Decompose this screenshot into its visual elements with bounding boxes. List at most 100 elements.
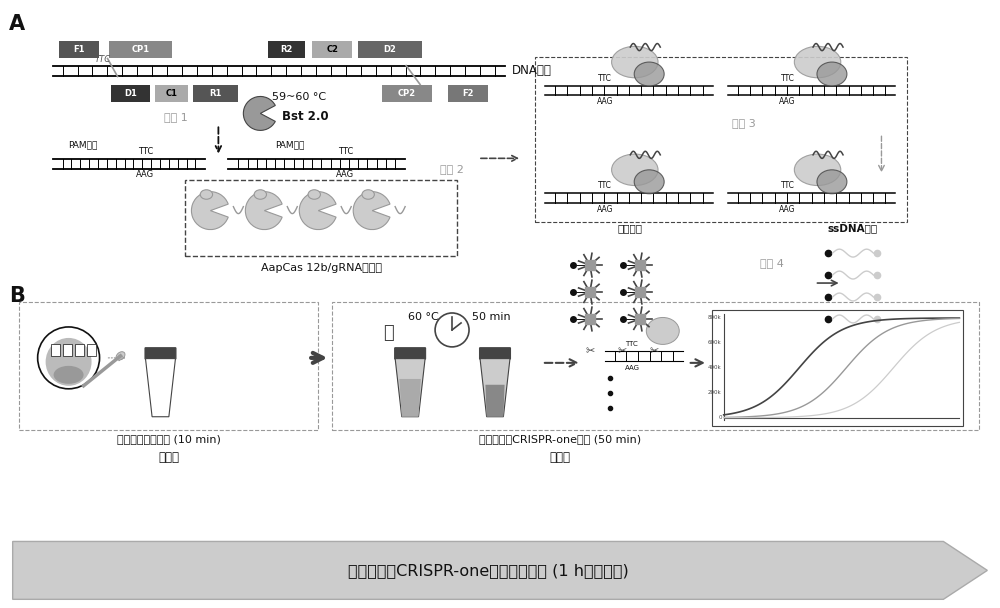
Text: ✂: ✂: [649, 346, 658, 356]
Polygon shape: [13, 542, 987, 599]
Ellipse shape: [817, 62, 847, 86]
Text: 基于荧光的CRISPR-one试验工作流程 (1 h以内完成): 基于荧光的CRISPR-one试验工作流程 (1 h以内完成): [348, 563, 628, 578]
Ellipse shape: [308, 190, 320, 199]
Text: 🌡: 🌡: [383, 324, 394, 342]
Text: 59~60 °C: 59~60 °C: [272, 92, 326, 103]
Ellipse shape: [634, 170, 664, 194]
Text: CP1: CP1: [131, 45, 150, 54]
Ellipse shape: [38, 327, 100, 389]
Text: TTC: TTC: [781, 181, 795, 190]
Text: 基于荧光的CRISPR-one反应 (50 min): 基于荧光的CRISPR-one反应 (50 min): [479, 434, 641, 444]
Text: 200k: 200k: [708, 390, 722, 395]
Text: AAG: AAG: [336, 170, 354, 179]
Text: 60 °C: 60 °C: [408, 312, 439, 322]
Text: TTC: TTC: [625, 341, 638, 347]
Text: 400k: 400k: [708, 365, 722, 370]
FancyBboxPatch shape: [193, 85, 238, 102]
Text: A: A: [9, 13, 25, 33]
Ellipse shape: [46, 338, 92, 386]
Ellipse shape: [634, 62, 664, 86]
Text: PAM位点: PAM位点: [68, 140, 97, 150]
Text: AapCas 12b/gRNA复合物: AapCas 12b/gRNA复合物: [261, 263, 382, 273]
Text: TTC: TTC: [598, 181, 612, 190]
Ellipse shape: [817, 170, 847, 194]
Text: D1: D1: [124, 89, 137, 98]
FancyBboxPatch shape: [448, 85, 488, 102]
Ellipse shape: [254, 190, 266, 199]
Text: 50 min: 50 min: [472, 312, 511, 322]
Polygon shape: [399, 379, 421, 416]
Text: 0: 0: [718, 415, 722, 420]
Ellipse shape: [612, 154, 658, 185]
Text: TTC: TTC: [781, 74, 795, 83]
Text: 800k: 800k: [708, 316, 722, 320]
Ellipse shape: [794, 154, 841, 185]
FancyBboxPatch shape: [155, 85, 188, 102]
Text: 600k: 600k: [708, 340, 722, 345]
FancyBboxPatch shape: [268, 41, 305, 58]
Text: ✂: ✂: [585, 346, 595, 356]
FancyBboxPatch shape: [59, 41, 99, 58]
Text: R2: R2: [281, 45, 293, 54]
Text: 步骤 1: 步骤 1: [164, 112, 187, 122]
Text: AAG: AAG: [779, 206, 796, 214]
Text: 步骤 2: 步骤 2: [440, 164, 464, 174]
Ellipse shape: [54, 366, 84, 384]
Text: TTC: TTC: [338, 147, 353, 156]
FancyBboxPatch shape: [87, 344, 96, 356]
Wedge shape: [243, 97, 275, 130]
FancyBboxPatch shape: [712, 310, 963, 426]
FancyBboxPatch shape: [395, 348, 426, 359]
Text: F2: F2: [462, 89, 474, 98]
FancyBboxPatch shape: [145, 348, 176, 359]
Text: AAG: AAG: [779, 97, 796, 106]
Polygon shape: [395, 359, 425, 416]
Polygon shape: [145, 359, 175, 416]
Text: 步骤一: 步骤一: [158, 451, 179, 464]
Text: AAG: AAG: [597, 97, 613, 106]
Ellipse shape: [116, 351, 125, 360]
Text: 步骤 3: 步骤 3: [732, 119, 755, 128]
FancyBboxPatch shape: [75, 344, 84, 356]
Text: AAG: AAG: [136, 170, 155, 179]
FancyBboxPatch shape: [63, 344, 72, 356]
FancyBboxPatch shape: [111, 85, 150, 102]
Text: PAM位点: PAM位点: [276, 140, 305, 150]
Ellipse shape: [200, 190, 213, 199]
Text: Bst 2.0: Bst 2.0: [282, 111, 329, 123]
Text: CP2: CP2: [398, 89, 416, 98]
Circle shape: [435, 313, 469, 347]
Ellipse shape: [794, 46, 841, 78]
Text: 反式剪切: 反式剪切: [617, 223, 642, 233]
FancyBboxPatch shape: [480, 348, 510, 359]
Text: R1: R1: [210, 89, 222, 98]
Text: B: B: [9, 286, 25, 306]
Text: ✂: ✂: [617, 346, 627, 356]
FancyBboxPatch shape: [51, 344, 60, 356]
Ellipse shape: [362, 190, 374, 199]
Text: D2: D2: [384, 45, 397, 54]
Ellipse shape: [646, 317, 679, 344]
Text: DNA模板: DNA模板: [512, 64, 552, 77]
Text: C1: C1: [166, 89, 178, 98]
FancyBboxPatch shape: [358, 41, 422, 58]
FancyBboxPatch shape: [312, 41, 352, 58]
Text: ssDNA探针: ssDNA探针: [827, 223, 878, 233]
Text: TTC: TTC: [94, 55, 111, 64]
Polygon shape: [485, 385, 505, 416]
Polygon shape: [480, 359, 510, 416]
Text: TTC: TTC: [598, 74, 612, 83]
Text: AAG: AAG: [625, 365, 640, 371]
Wedge shape: [299, 192, 336, 230]
Text: 快速提取样本核酸 (10 min): 快速提取样本核酸 (10 min): [117, 434, 220, 444]
Text: AAG: AAG: [597, 206, 613, 214]
Wedge shape: [245, 192, 282, 230]
Ellipse shape: [612, 46, 658, 78]
Text: C2: C2: [326, 45, 338, 54]
Wedge shape: [353, 192, 390, 230]
Text: TTC: TTC: [138, 147, 153, 156]
Text: F1: F1: [73, 45, 84, 54]
Wedge shape: [191, 192, 228, 230]
FancyBboxPatch shape: [109, 41, 172, 58]
Text: 步骤 4: 步骤 4: [760, 258, 784, 268]
